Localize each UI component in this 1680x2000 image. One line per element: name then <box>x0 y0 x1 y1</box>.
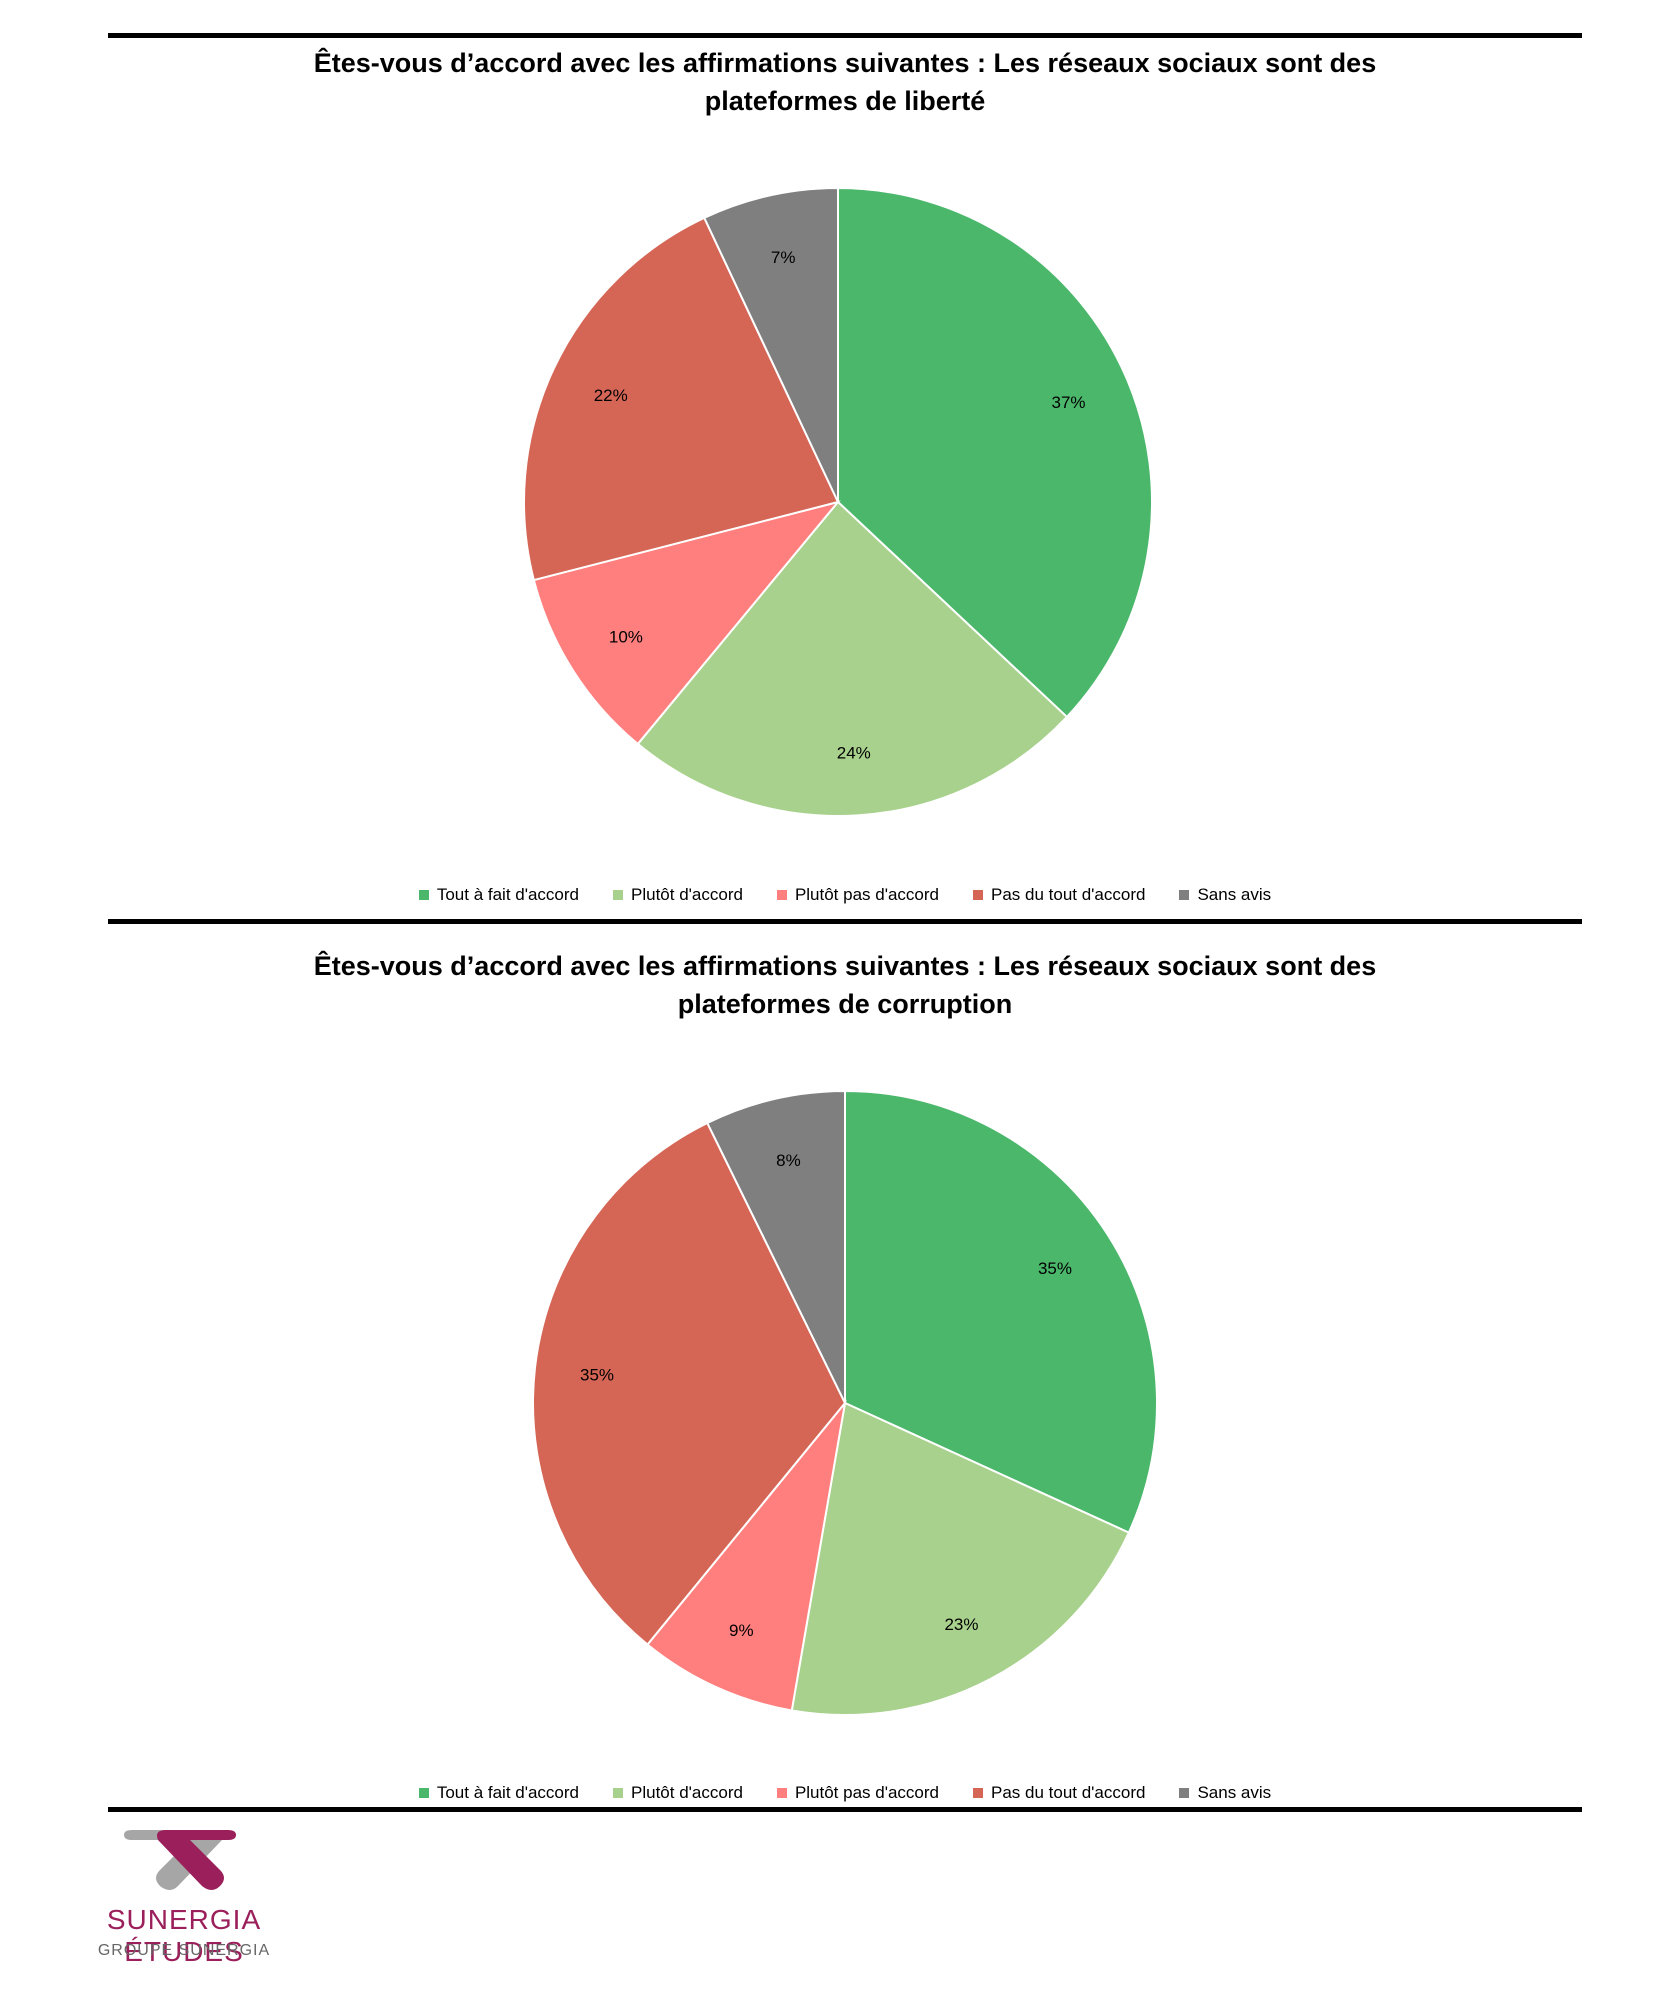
chart-1-pie: 37% 24% 10% 22% 7% <box>523 186 1153 817</box>
slice-label-2: 24% <box>837 744 871 763</box>
chart-2-title: Êtes-vous d’accord avec les affirmations… <box>108 947 1582 1023</box>
legend-label: Sans avis <box>1197 885 1272 904</box>
pie-slice-4 <box>532 1121 847 1646</box>
chart-2-pie: 35% 23% 9% 35% 8% <box>532 1089 1158 1716</box>
slice-label-5: 8% <box>776 1151 801 1170</box>
brand-name: SUNERGIA ÉTUDES <box>106 1904 262 1967</box>
pie-slice-3 <box>532 500 841 746</box>
legend-swatch <box>613 1788 624 1798</box>
chart-2-legend: Tout à fait d'accord Plutôt d'accord Plutô… <box>108 1783 1582 1803</box>
legend-item: Plutôt d'accord <box>613 885 743 905</box>
pie-slice-3 <box>646 1399 847 1712</box>
bottom-rule <box>108 1807 1582 1812</box>
top-rule <box>108 33 1582 38</box>
pie-slice-1 <box>837 186 1153 719</box>
logo-magenta-bar <box>157 1830 236 1890</box>
sunergia-logo <box>124 1830 236 1890</box>
legend-swatch <box>418 890 429 900</box>
slice-label-1: 37% <box>1052 393 1086 412</box>
legend-label: Tout à fait d'accord <box>436 885 580 904</box>
legend-swatch <box>613 890 624 900</box>
chart-1-title-line-1: Êtes-vous d’accord avec les affirmations… <box>313 48 1377 78</box>
slice-label-5: 7% <box>771 248 796 267</box>
legend-swatch <box>776 890 787 900</box>
legend-swatch <box>418 1788 429 1798</box>
legend-label: Plutôt pas d'accord <box>794 1783 939 1802</box>
legend-swatch <box>776 1788 787 1798</box>
middle-rule <box>108 919 1582 924</box>
logo-gray-bar <box>124 1830 224 1890</box>
pie-slice-4 <box>523 216 840 582</box>
legend-label: Plutôt d'accord <box>631 885 743 904</box>
brand-subtitle: GROUPE SUNERGIA <box>97 1942 271 1959</box>
legend-label: Plutôt pas d'accord <box>794 885 939 904</box>
legend-label: Sans avis <box>1197 1783 1272 1802</box>
pie-slice-2 <box>790 1401 1131 1716</box>
legend-item: Tout à fait d'accord <box>418 1783 580 1803</box>
pie-slice-5 <box>702 186 839 503</box>
chart-2-title-line-1: Êtes-vous d’accord avec les affirmations… <box>313 951 1377 981</box>
pie-slice-2 <box>636 500 1069 817</box>
legend-swatch <box>973 890 983 900</box>
pie-slice-5 <box>706 1089 846 1404</box>
chart-1-legend: Tout à fait d'accord Plutôt d'accord Plutô… <box>108 885 1582 905</box>
legend-label: Plutôt d'accord <box>631 1783 743 1802</box>
chart-1-title-line-2: plateformes de liberté <box>704 86 986 116</box>
legend-swatch <box>1179 1788 1190 1798</box>
legend-item: Sans avis <box>1179 885 1271 905</box>
chart-1-title: Êtes-vous d’accord avec les affirmations… <box>108 44 1582 120</box>
slice-label-1: 35% <box>1038 1259 1072 1278</box>
legend-item: Tout à fait d'accord <box>418 885 580 905</box>
slice-label-3: 9% <box>729 1621 754 1640</box>
legend-item: Plutôt d'accord <box>613 1783 743 1803</box>
pie-slice-1 <box>844 1089 1158 1534</box>
slice-label-4: 22% <box>594 386 628 405</box>
legend-label: Tout à fait d'accord <box>436 1783 580 1802</box>
legend-item: Pas du tout d'accord <box>973 885 1145 905</box>
slice-label-4: 35% <box>580 1366 614 1385</box>
chart-2-title-line-2: plateformes de corruption <box>677 989 1013 1019</box>
legend-label: Pas du tout d'accord <box>991 885 1146 904</box>
legend-item: Pas du tout d'accord <box>973 1783 1145 1803</box>
legend-swatch <box>1179 890 1190 900</box>
slice-label-2: 23% <box>944 1615 978 1634</box>
legend-swatch <box>973 1788 983 1798</box>
legend-label: Pas du tout d'accord <box>991 1783 1146 1802</box>
legend-item: Sans avis <box>1179 1783 1271 1803</box>
legend-item: Plutôt pas d'accord <box>776 1783 939 1803</box>
slice-label-3: 10% <box>609 628 643 647</box>
legend-item: Plutôt pas d'accord <box>776 885 939 905</box>
